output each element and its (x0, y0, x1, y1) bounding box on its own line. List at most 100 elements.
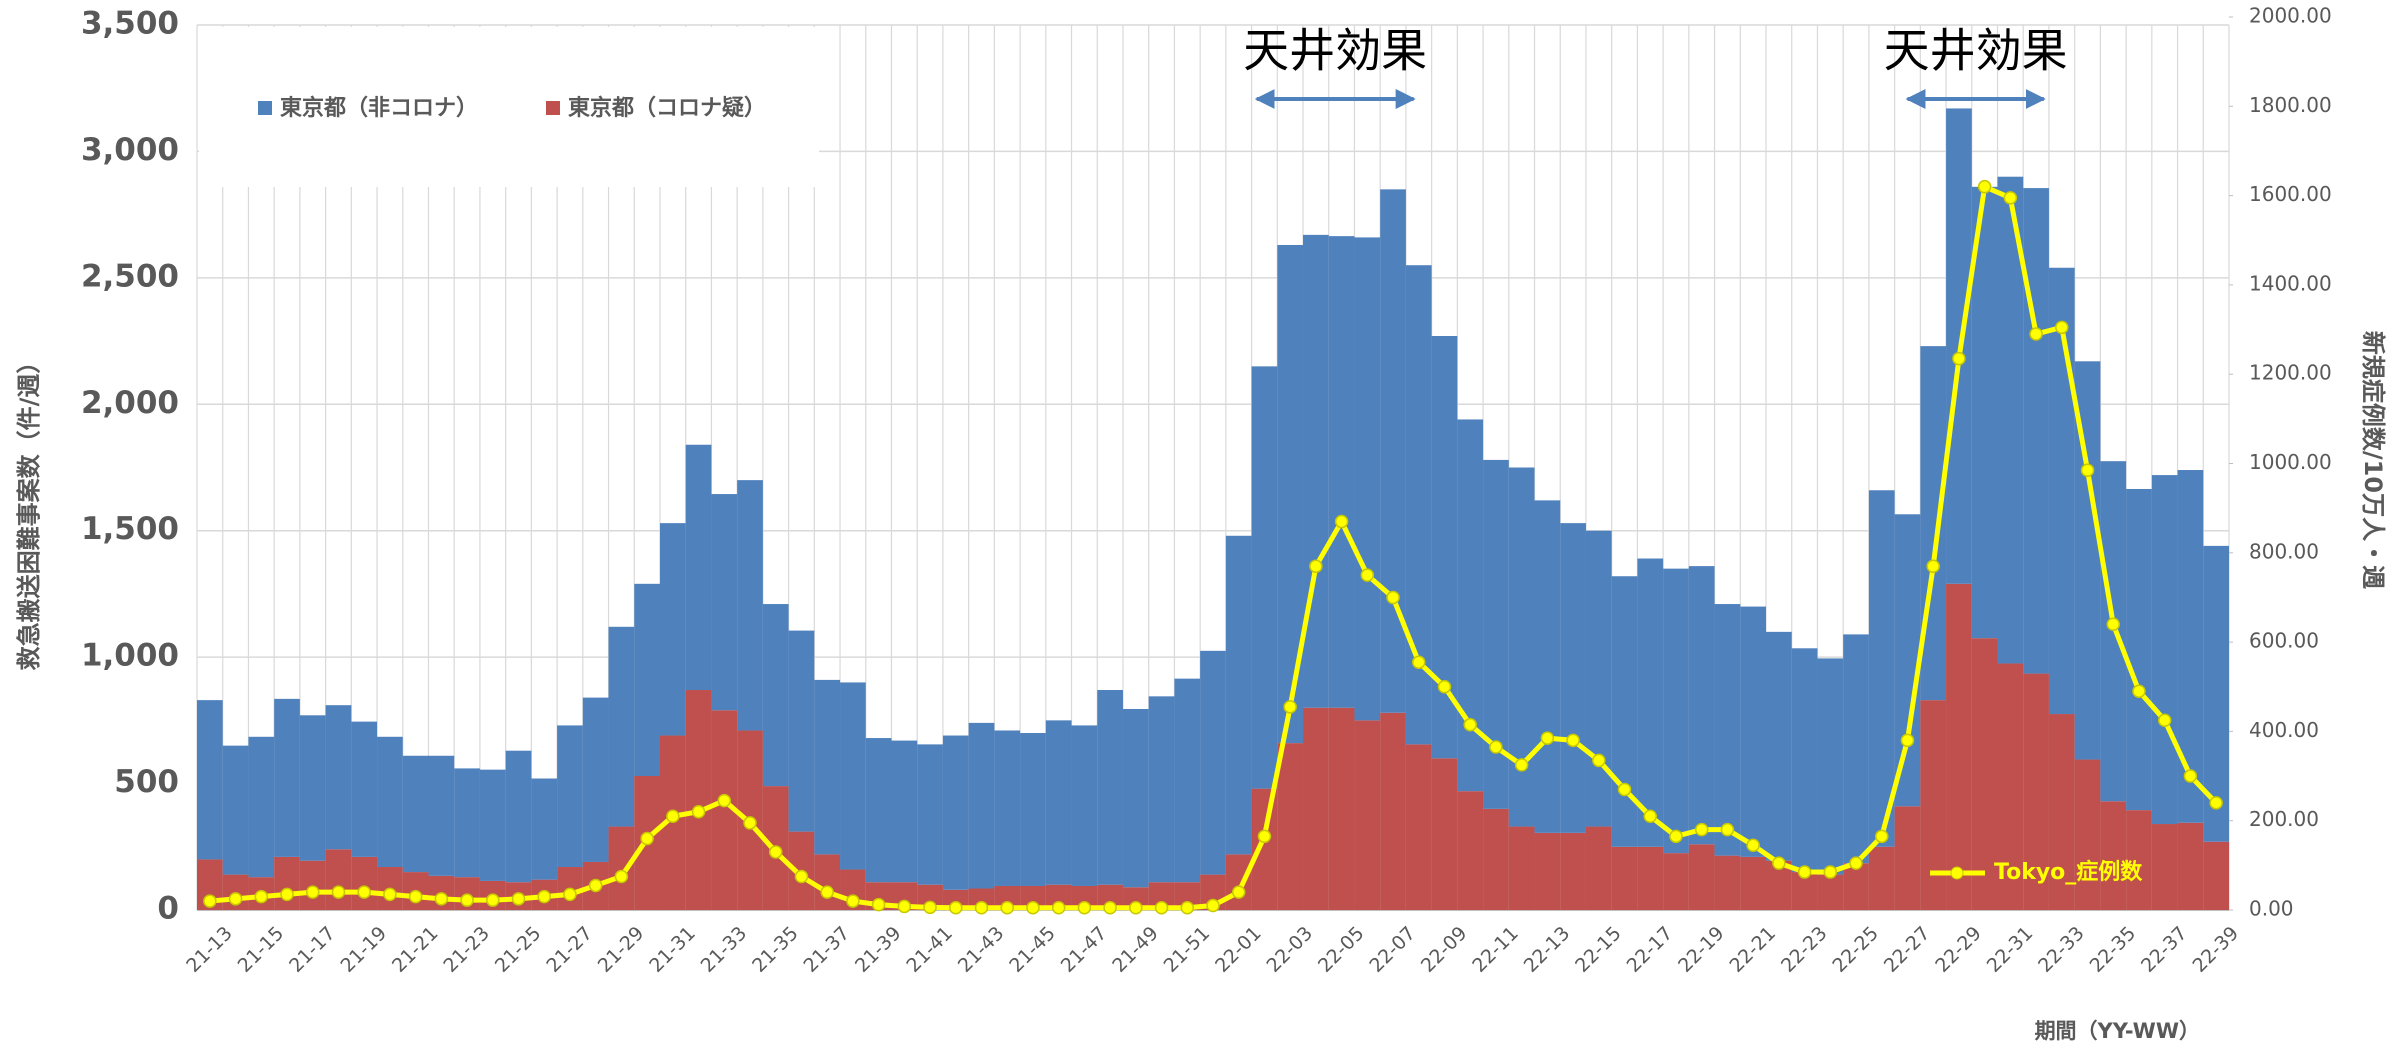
line-marker (1900, 733, 1915, 748)
bar (1971, 638, 1998, 910)
y-tick-label: 2,500 (81, 258, 179, 294)
line-marker (1180, 901, 1195, 915)
bar (1920, 346, 1947, 701)
bar (1097, 690, 1123, 885)
bar (1251, 366, 1278, 789)
bar (2126, 810, 2152, 910)
bar (942, 889, 969, 910)
x-tick-label: 22-11 (1468, 922, 1523, 977)
y-tick-label: 2,000 (81, 385, 179, 421)
line-marker (1617, 782, 1632, 797)
bar (197, 700, 223, 860)
bar (1611, 846, 1638, 910)
y2-tick-label: 200.00 (2249, 807, 2319, 831)
y-tick-label: 0 (157, 891, 179, 927)
bar (531, 778, 558, 880)
line-marker (408, 889, 423, 904)
bar (1534, 832, 1561, 910)
bar (351, 856, 378, 910)
line-marker (254, 889, 269, 904)
x-tick-label: 22-03 (1263, 922, 1318, 977)
line-marker (1257, 829, 1272, 844)
bar (814, 679, 841, 855)
x-tick-label: 22-33 (2034, 922, 2089, 977)
bar (1431, 336, 1458, 759)
x-tick-label: 21-37 (800, 922, 855, 977)
bar (968, 888, 995, 910)
bar (608, 826, 635, 910)
bar (1225, 535, 1252, 855)
bar (299, 860, 326, 910)
x-tick-label: 21-13 (182, 922, 237, 977)
y2-axis-title: 新規症例数/10万人・週 (2359, 331, 2387, 589)
bar (840, 682, 866, 870)
legend-box (199, 27, 819, 187)
x-tick-label: 21-29 (594, 922, 649, 977)
bar (2151, 475, 2178, 825)
bar (1380, 189, 1406, 713)
bar (737, 480, 763, 731)
y-tick-label: 3,000 (81, 132, 179, 168)
bar (814, 854, 841, 910)
bar (1303, 707, 1329, 910)
y-tick-label: 1,000 (81, 638, 179, 674)
bar (1920, 700, 1947, 910)
bar (2023, 673, 2049, 910)
bar (1688, 844, 1715, 910)
bar (1405, 744, 1432, 910)
bar (1328, 236, 1355, 708)
x-tick-label: 21-41 (902, 922, 957, 977)
bar (1354, 720, 1381, 910)
bar (1971, 186, 1998, 639)
legend-swatch (546, 101, 560, 115)
y2-tick-label: 2000.00 (2249, 4, 2332, 28)
line-marker (1283, 700, 1297, 714)
bar (1122, 708, 1149, 888)
y2-tick-label: 0.00 (2249, 897, 2294, 921)
line-marker (1412, 655, 1426, 669)
x-tick-label: 22-31 (1983, 922, 2038, 977)
line-marker (1026, 901, 1040, 915)
bar (1534, 500, 1561, 833)
line-marker (1540, 731, 1555, 745)
line-marker (871, 897, 886, 912)
line-marker (2209, 796, 2223, 810)
line-marker (1437, 680, 1452, 694)
bar (1688, 566, 1715, 845)
bar (479, 769, 506, 881)
bar (2177, 822, 2204, 910)
bar (608, 626, 635, 827)
line-marker (2183, 769, 2198, 783)
bar (1843, 863, 1869, 910)
bar (505, 750, 532, 883)
line-marker (1360, 568, 1375, 582)
bar (788, 630, 815, 832)
bar (659, 523, 686, 736)
legend-label: 東京都（非コロナ） (280, 95, 478, 121)
line-marker (1849, 856, 1863, 870)
line-marker (2157, 713, 2172, 727)
line-marker (460, 893, 474, 907)
bar (685, 444, 712, 691)
legend-marker (1950, 866, 1964, 880)
line-marker (2029, 327, 2043, 341)
line-marker (305, 885, 320, 899)
bar (634, 583, 660, 776)
y2-tick-label: 1800.00 (2249, 93, 2332, 117)
bar (1277, 743, 1304, 910)
bar (711, 494, 738, 711)
bar (2126, 488, 2152, 811)
x-tick-label: 21-21 (388, 922, 443, 977)
bar (1791, 648, 1818, 873)
x-tick-label: 22-25 (1828, 922, 1883, 977)
bar (2177, 470, 2204, 823)
bar (274, 698, 300, 857)
line-marker (640, 831, 654, 846)
line-marker (1669, 829, 1683, 844)
x-axis-title: 期間（YY-WW） (2035, 1019, 2200, 1043)
line-marker (1514, 758, 1529, 772)
bar (1714, 855, 1741, 910)
bar (1766, 631, 1792, 861)
bar (351, 721, 378, 857)
bar (1611, 576, 1638, 847)
